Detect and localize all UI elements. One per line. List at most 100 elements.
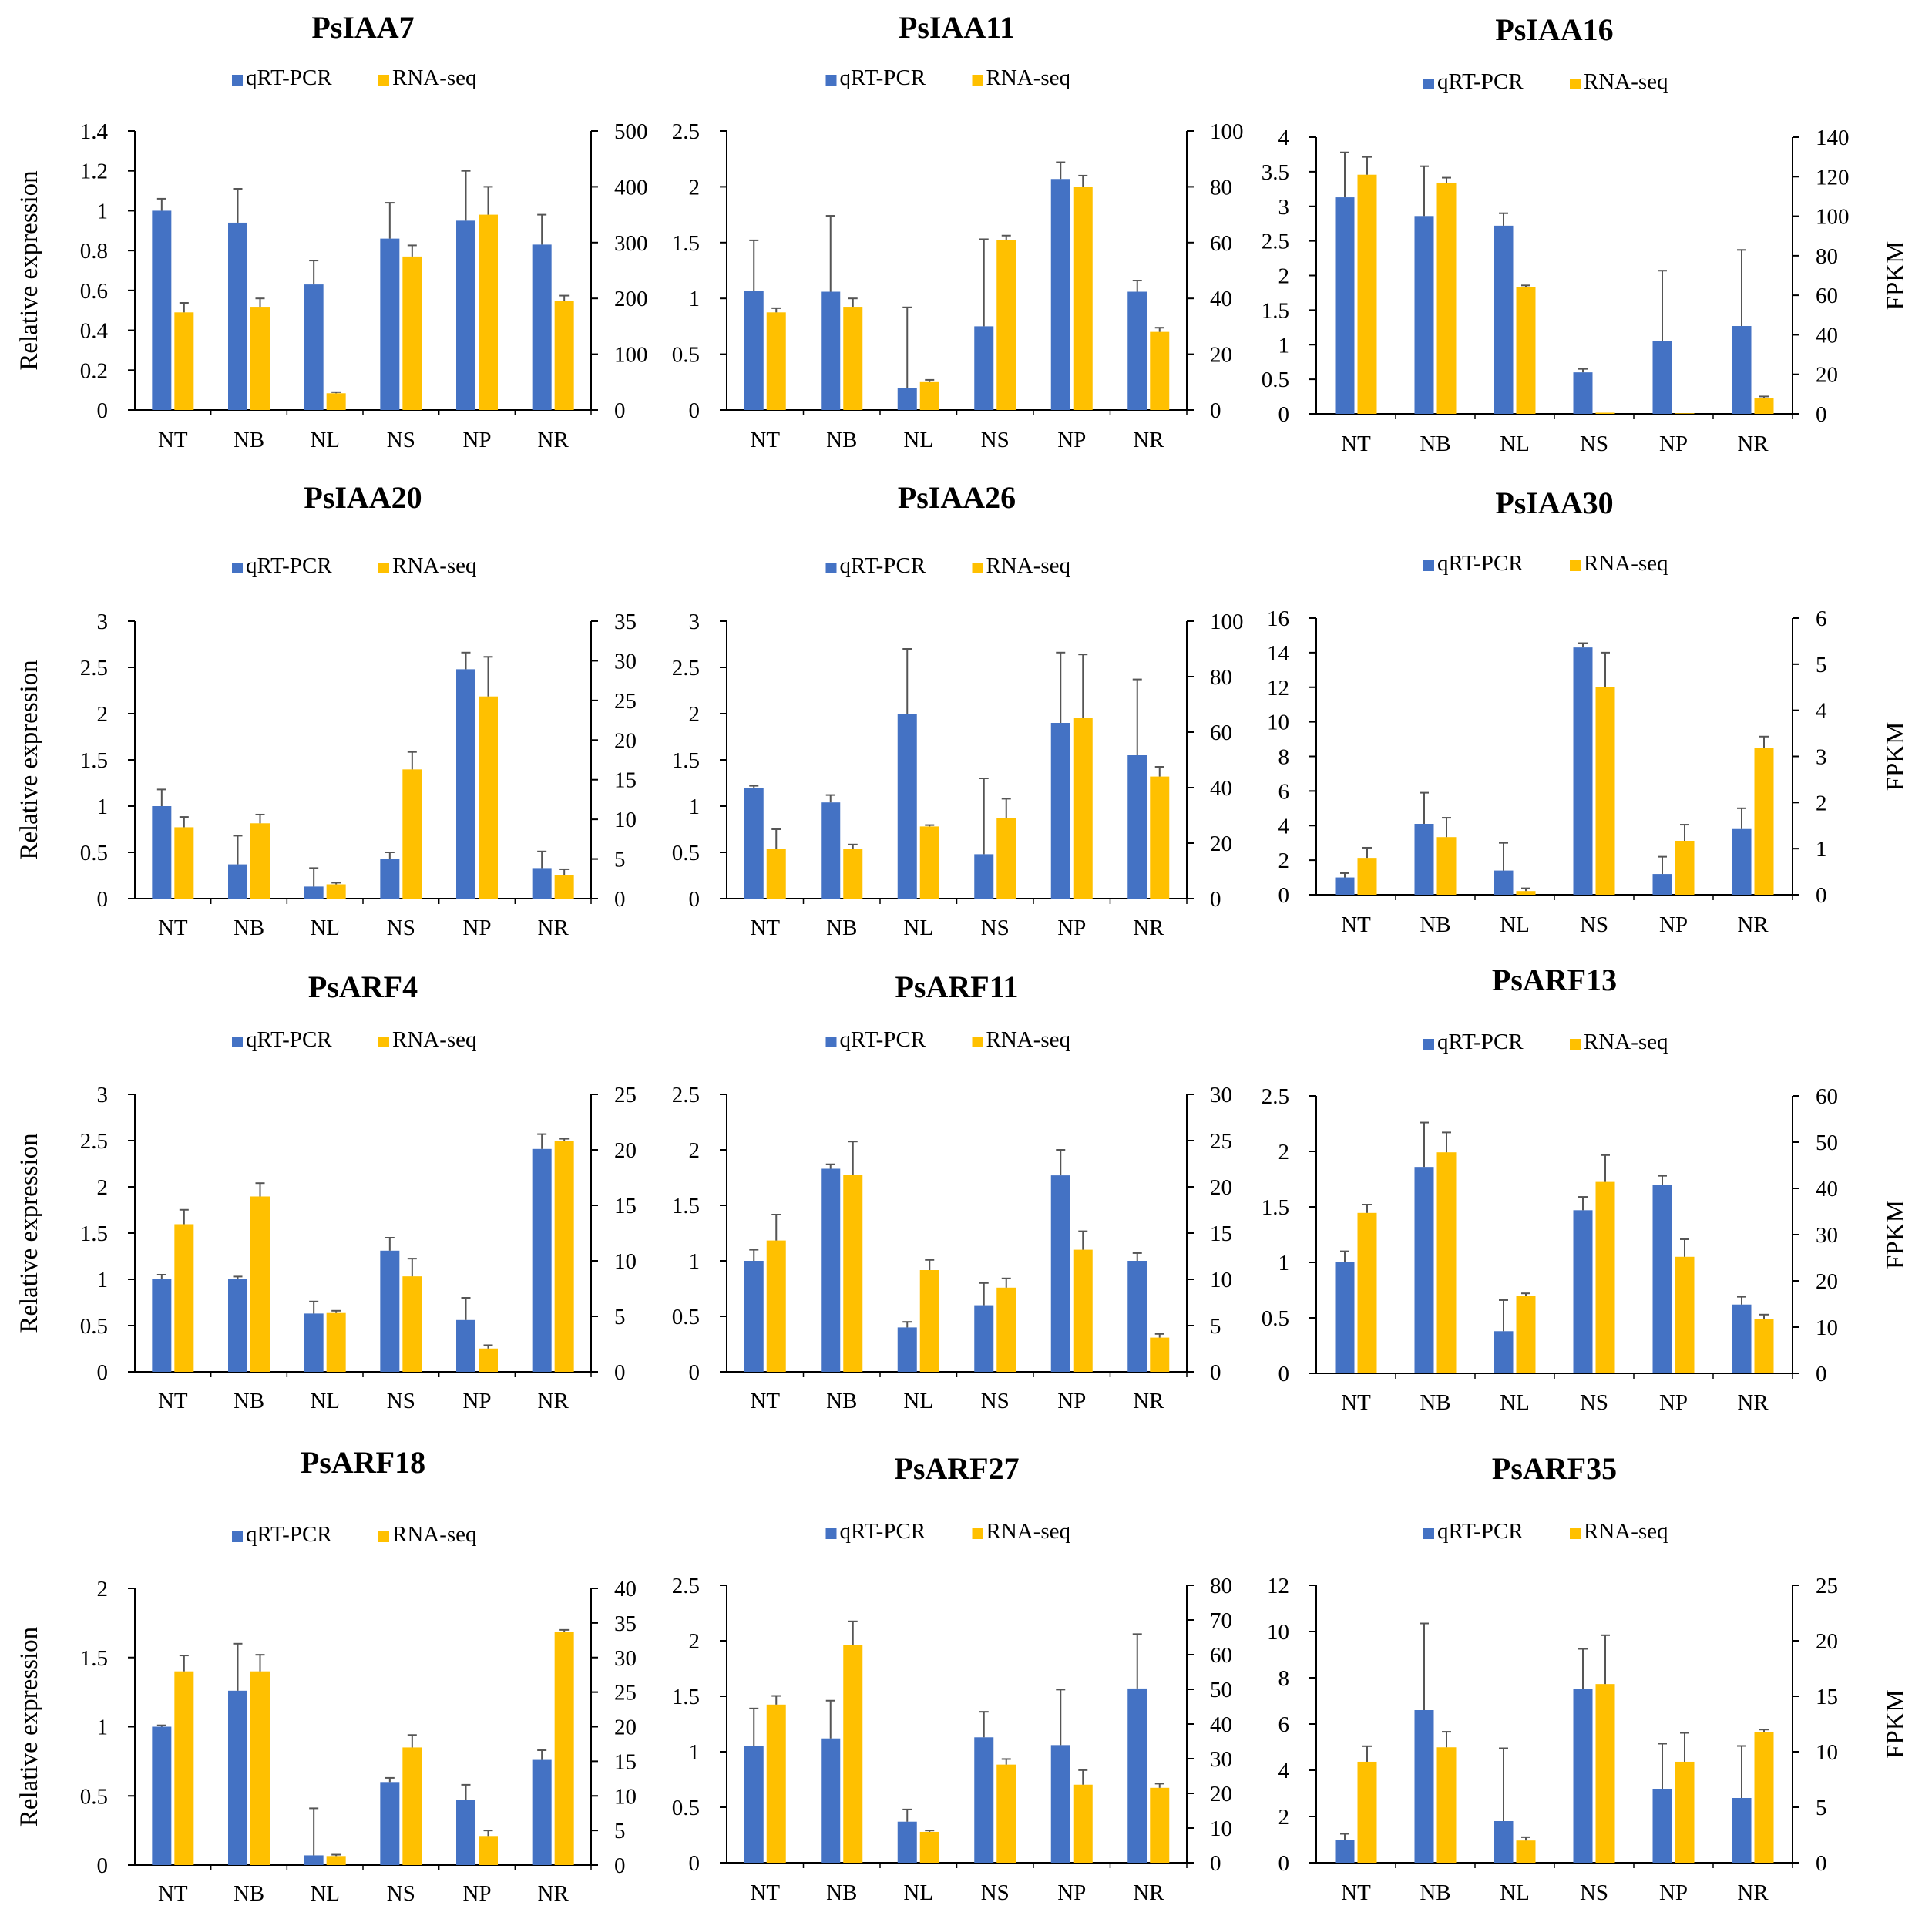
bar-qrt-pcr-nr [1732,1798,1752,1863]
left-tick-label: 4 [1278,126,1290,150]
x-tick-label: NL [310,916,340,940]
legend-swatch-rna-seq [1570,1039,1581,1050]
chart-title: PsIAA7 [311,10,414,45]
bar-qrt-pcr-np [456,1800,475,1865]
right-tick-label: 60 [1816,1084,1838,1109]
right-tick-label: 80 [1210,665,1232,690]
bar-rna-seq-nr [1754,748,1774,895]
legend-label-qrt-pcr: qRT-PCR [1437,1519,1524,1544]
x-tick-label: NT [750,1880,780,1905]
left-tick-label: 1 [97,1268,109,1292]
right-tick-label: 20 [614,728,637,753]
right-tick-label: 100 [1210,119,1244,144]
x-tick-label: NB [1420,432,1450,456]
chart-psiaa26: PsIAA26 qRT-PCR RNA-seq 0 0.5 1 1.5 2 2.5 3 0 20 40 6… [672,480,1244,940]
bar-qrt-pcr-ns [974,1305,994,1372]
bar-rna-seq-np [479,1836,498,1865]
left-tick-label: 2.5 [672,119,700,144]
right-tick-label: 20 [1210,1782,1232,1806]
bar-qrt-pcr-nt [1335,1262,1355,1373]
right-tick-label: 5 [614,1305,626,1329]
left-tick-label: 0.5 [80,1784,108,1809]
right-tick-label: 25 [1816,1574,1838,1598]
legend-swatch-rna-seq [378,75,389,86]
bar-qrt-pcr-nr [532,1148,552,1372]
x-tick-label: NL [310,1389,340,1413]
x-tick-label: NB [234,428,264,452]
right-tick-label: 0 [1210,398,1221,423]
legend-label-rna-seq: RNA-seq [392,1027,477,1052]
x-tick-label: NT [1341,432,1371,456]
bar-rna-seq-np [1073,187,1093,410]
bar-qrt-pcr-nt [744,1746,764,1863]
left-tick-label: 3 [1278,195,1290,220]
bar-qrt-pcr-nl [304,1313,324,1372]
legend-swatch-qrt-pcr [1423,79,1434,89]
bar-rna-seq-nr [554,875,574,899]
left-tick-label: 0 [1278,1851,1290,1876]
bar-qrt-pcr-ns [380,1782,400,1865]
right-tick-label: 6 [1816,607,1827,631]
bar-rna-seq-nl [919,1831,939,1863]
x-tick-label: NP [1659,1880,1688,1905]
bar-rna-seq-ns [1595,412,1615,414]
bar-rna-seq-np [1675,413,1695,414]
legend-label-qrt-pcr: qRT-PCR [246,66,332,90]
right-tick-label: 70 [1210,1608,1232,1633]
bar-qrt-pcr-np [1652,1185,1672,1373]
bar-qrt-pcr-nr [1732,828,1752,895]
bar-rna-seq-nr [554,301,574,410]
bar-rna-seq-ns [402,1747,422,1865]
right-tick-label: 10 [1816,1316,1838,1340]
legend-label-qrt-pcr: qRT-PCR [840,1027,926,1052]
legend: qRT-PCR RNA-seq [1423,69,1668,94]
legend-swatch-qrt-pcr [232,1037,243,1047]
legend-label-rna-seq: RNA-seq [986,1519,1071,1544]
x-tick-label: NR [1737,1880,1769,1905]
bar-qrt-pcr-np [456,1319,475,1372]
chart-psarf35: PsARF35 qRT-PCR RNA-seq 0 2 4 6 8 10 12 0 5 10 15 20 25… [1267,1451,1910,1905]
left-tick-label: 1 [97,199,109,223]
x-tick-label: NR [1133,428,1164,452]
x-tick-label: NP [462,916,491,940]
bar-rna-seq-nb [250,823,270,899]
left-tick-label: 14 [1267,641,1290,666]
bar-qrt-pcr-ns [1573,1689,1593,1863]
bar-rna-seq-np [1073,1784,1093,1863]
legend-swatch-rna-seq [972,563,983,573]
bar-qrt-pcr-np [456,669,475,899]
bar-qrt-pcr-nt [152,1726,172,1865]
right-tick-label: 60 [1816,284,1838,308]
x-tick-label: NR [1737,432,1769,456]
left-tick-label: 16 [1267,607,1289,631]
bar-rna-seq-nt [174,1671,194,1865]
legend: qRT-PCR RNA-seq [1423,1030,1668,1054]
y-axis-label-fpkm: FPKM [1882,241,1910,311]
left-tick-label: 1 [97,795,109,819]
right-tick-label: 300 [614,231,648,256]
right-tick-label: 80 [1210,1574,1232,1598]
legend-label-rna-seq: RNA-seq [1584,1030,1668,1054]
left-tick-label: 1.5 [672,1685,700,1709]
right-tick-label: 30 [1210,1747,1232,1772]
bar-qrt-pcr-ns [974,1737,994,1863]
x-tick-label: NP [462,428,491,452]
legend-swatch-qrt-pcr [825,75,837,86]
x-tick-label: NT [1341,1390,1371,1415]
left-tick-label: 0.2 [80,358,108,383]
bar-qrt-pcr-ns [1573,647,1593,895]
bar-qrt-pcr-nl [1494,1331,1514,1373]
x-tick-label: NL [903,428,933,452]
left-tick-label: 0.5 [80,1314,108,1339]
right-tick-label: 0 [1816,402,1827,427]
chart-title: PsIAA20 [304,480,422,515]
legend: qRT-PCR RNA-seq [1423,551,1668,576]
chart-title: PsARF18 [301,1445,425,1480]
x-tick-label: NR [1737,1390,1769,1415]
y-axis-label-relative-expression: Relative expression [15,170,43,370]
left-tick-label: 0.6 [80,279,108,304]
chart-title: PsARF27 [894,1451,1019,1486]
